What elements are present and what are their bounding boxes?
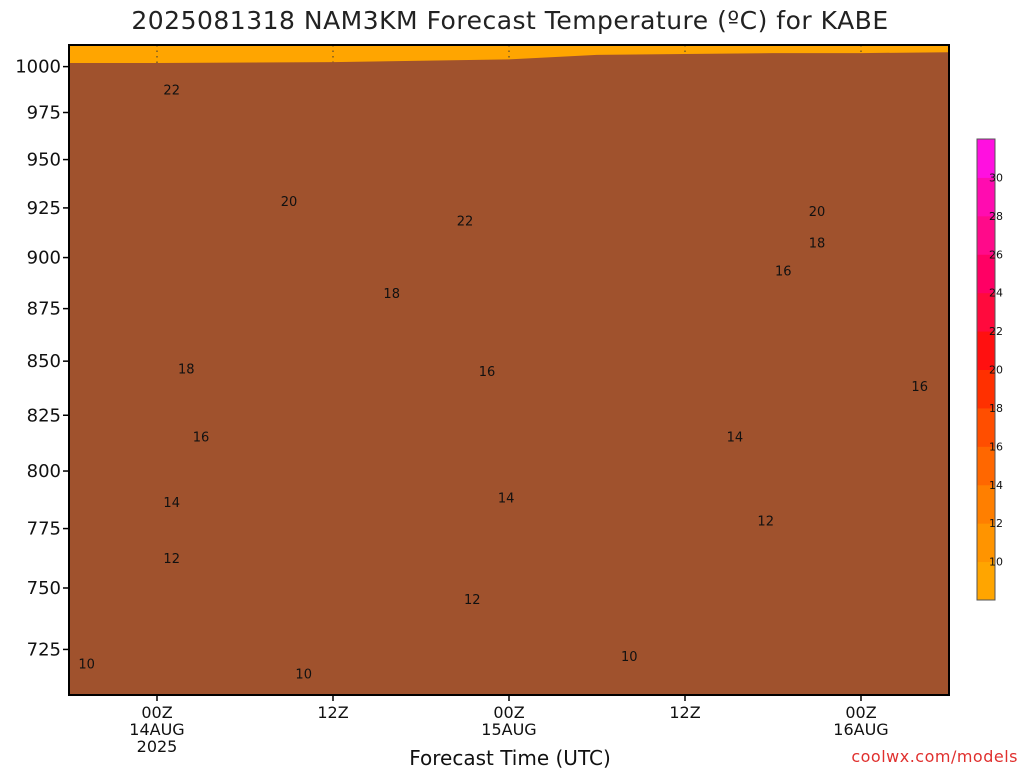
isotherm-label: 16 [775, 265, 792, 280]
colorbar-tick-label: 14 [989, 479, 1003, 492]
y-tick-label: 975 [27, 103, 61, 124]
y-tick-label: 850 [27, 351, 61, 372]
colorbar-tick-label: 30 [989, 171, 1003, 184]
y-tick-label: 825 [27, 405, 61, 426]
colorbar-tick-label: 16 [989, 440, 1003, 453]
colorbar-tick-label: 18 [989, 402, 1003, 415]
colorbar-tick-label: 28 [989, 210, 1003, 223]
y-tick-label: 875 [27, 299, 61, 320]
isotherm-label: 14 [163, 496, 180, 511]
colorbar-segment [977, 523, 995, 563]
colorbar-segment [977, 215, 995, 255]
y-tick-label: 800 [27, 461, 61, 482]
y-tick-label: 925 [27, 198, 61, 219]
isotherm-label: 12 [163, 552, 180, 567]
colorbar-segment [977, 484, 995, 524]
x-tick-label: 12Z [317, 703, 348, 722]
isotherm-label: 20 [809, 205, 826, 220]
x-tick-label: 2025 [137, 737, 178, 756]
colorbar-segment [977, 177, 995, 217]
x-tick-label: 15AUG [481, 720, 536, 739]
colorbar-segment [977, 407, 995, 447]
isotherm-label: 18 [383, 287, 400, 302]
isotherm-label: 12 [464, 593, 481, 608]
colorbar-segment [977, 139, 995, 178]
colorbar-segment [977, 331, 995, 370]
ground-surface [69, 52, 949, 695]
isotherm-label: 18 [809, 237, 826, 252]
isotherm-label: 16 [479, 365, 496, 380]
y-tick-label: 1000 [15, 57, 61, 78]
isotherm-labels: 10 10 10 12 12 12 14 14 14 16 16 16 16 18 18 18 20 20 22 22 [78, 83, 928, 682]
colorbar-tick-label: 10 [989, 556, 1003, 569]
x-tick-label: 00Z [493, 703, 524, 722]
y-tick-label: 775 [27, 519, 61, 540]
isotherm-label: 10 [295, 668, 312, 683]
colorbar-tick-label: 12 [989, 517, 1003, 530]
isotherm-label: 20 [281, 195, 298, 210]
colorbar-segment [977, 561, 995, 601]
chart-title: 2025081318 NAM3KM Forecast Temperature (… [131, 6, 888, 35]
plot-area: 10 10 10 12 12 12 14 14 14 16 16 16 16 18 18 18 20 20 22 22 [69, 45, 949, 695]
colorbar-segment [977, 254, 995, 294]
colorbar-tick-label: 20 [989, 364, 1003, 377]
colorbar-segment [977, 369, 995, 409]
colorbar-segment [977, 292, 995, 332]
isotherm-label: 14 [498, 491, 515, 506]
x-tick-label: 16AUG [833, 720, 888, 739]
y-tick-label: 750 [27, 578, 61, 599]
colorbar-segment [977, 446, 995, 486]
isotherm-label: 12 [757, 515, 774, 530]
isotherm-label: 18 [178, 363, 195, 378]
isotherm-label: 14 [727, 430, 744, 445]
y-tick-label: 725 [27, 639, 61, 660]
isotherm-label: 22 [457, 215, 474, 230]
isotherm-label: 16 [193, 430, 210, 445]
x-tick-label: 00Z [141, 703, 172, 722]
colorbar-tick-label: 22 [989, 325, 1003, 338]
colorbar: 10 12 14 16 18 20 22 24 26 28 30 [976, 138, 1003, 601]
pressure-axis: 725 750 775 800 825 850 875 900 925 950 975 1000 [15, 57, 69, 660]
y-tick-label: 900 [27, 248, 61, 269]
isotherm-label: 10 [621, 650, 638, 665]
isotherm-label: 10 [78, 658, 95, 673]
isotherm-label: 22 [163, 83, 180, 98]
x-axis-label: Forecast Time (UTC) [409, 746, 611, 768]
credit-text: coolwx.com/models [851, 747, 1018, 766]
colorbar-tick-label: 24 [989, 287, 1003, 300]
colorbar-tick-label: 26 [989, 248, 1003, 261]
colorbar-frame [976, 138, 996, 601]
y-tick-label: 950 [27, 150, 61, 171]
x-tick-label: 12Z [669, 703, 700, 722]
x-tick-label: 00Z [845, 703, 876, 722]
x-tick-label: 14AUG [129, 720, 184, 739]
isotherm-label: 16 [911, 380, 928, 395]
